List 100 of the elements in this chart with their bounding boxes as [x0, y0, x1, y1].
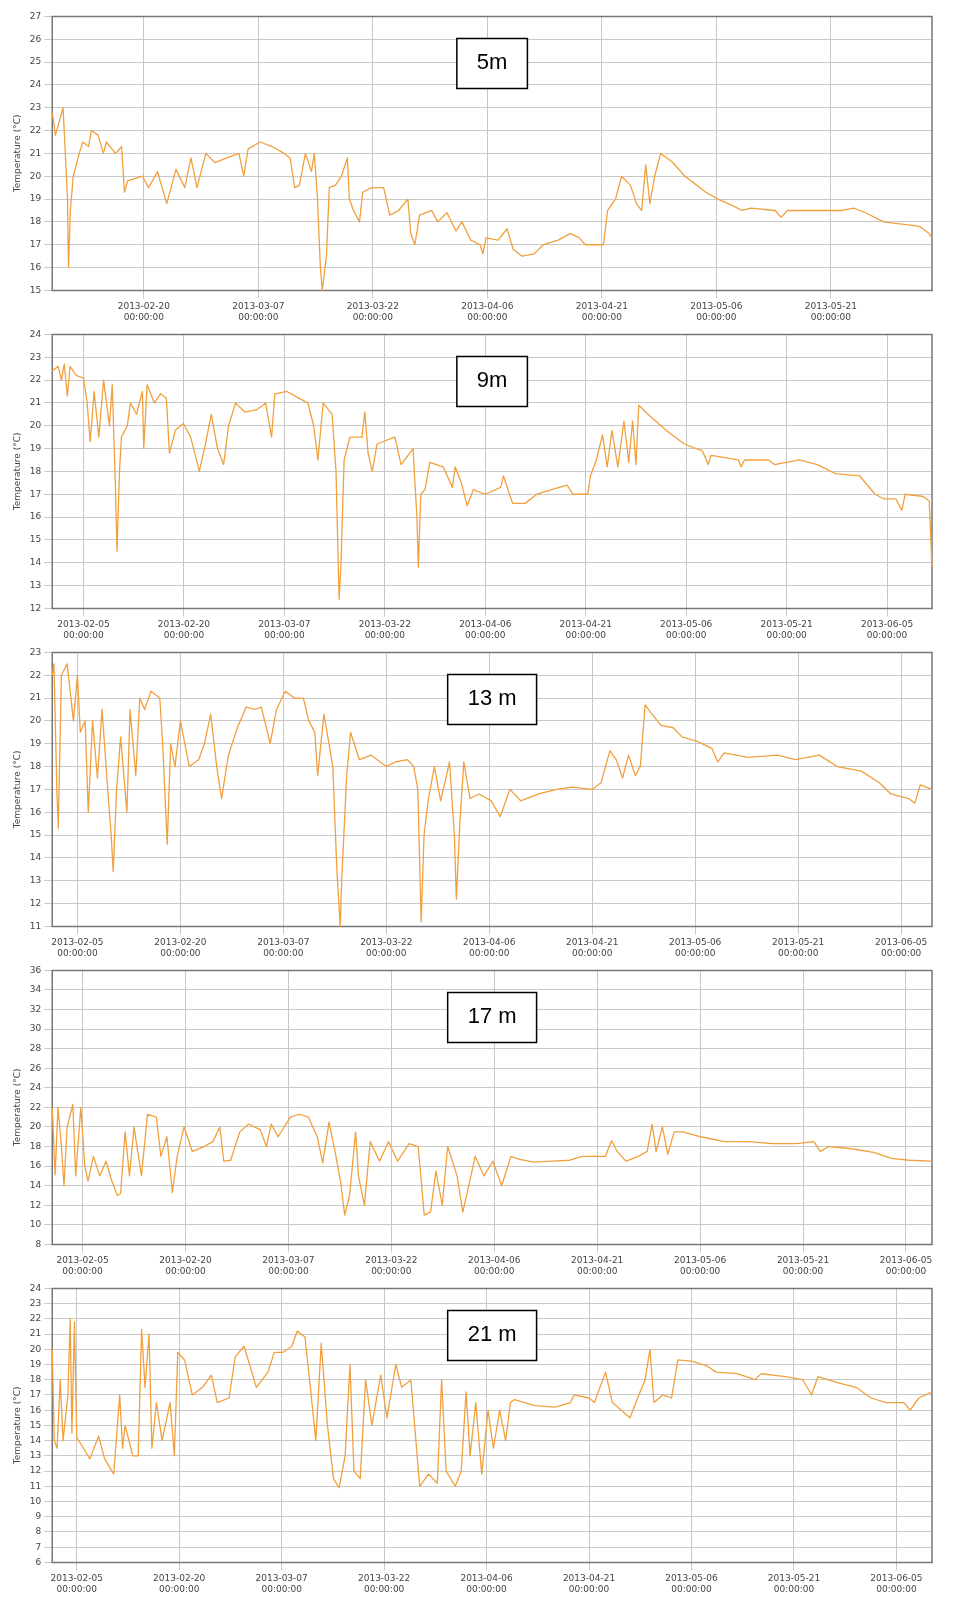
y-tick-label: 6: [35, 1556, 42, 1567]
x-tick-label: 2013-05-21 00:00:00: [767, 1573, 821, 1594]
y-tick-label: 24: [29, 79, 42, 90]
x-tick-label: 2013-02-20 00:00:00: [154, 937, 207, 958]
x-tick-label: 2013-02-20 00:00:00: [117, 301, 171, 322]
y-tick-label: 15: [29, 284, 42, 295]
y-tick-label: 17: [29, 239, 42, 250]
y-tick-label: 8: [35, 1238, 42, 1249]
y-tick-label: 12: [29, 897, 42, 908]
x-tick-label: 2013-04-21 00:00:00: [571, 1255, 624, 1276]
x-tick-label: 2013-04-06 00:00:00: [461, 301, 514, 322]
text: 13 m: [467, 685, 517, 711]
y-axis-title: Temperature (°C): [11, 1068, 22, 1148]
text: 21 m: [467, 1321, 517, 1347]
y-tick-label: 19: [29, 442, 42, 453]
y-tick-label: 18: [29, 216, 42, 227]
y-tick-label: 7: [35, 1541, 42, 1552]
y-tick-label: 32: [29, 1003, 42, 1014]
y-tick-label: 22: [29, 1101, 42, 1112]
y-tick-label: 24: [29, 1282, 42, 1293]
x-tick-label: 2013-04-21 00:00:00: [575, 301, 629, 322]
y-tick-label: 13: [29, 1450, 42, 1461]
y-tick-label: 30: [29, 1023, 42, 1034]
x-tick-label: 2013-02-05 00:00:00: [51, 937, 104, 958]
y-tick-label: 9: [35, 1511, 42, 1522]
x-tick-label: 2013-05-06 00:00:00: [673, 1255, 727, 1276]
text: 9m: [476, 367, 508, 393]
y-tick-label: 8: [35, 1526, 42, 1537]
x-tick-label: 2013-04-06 00:00:00: [459, 619, 512, 640]
y-tick-label: 22: [29, 374, 42, 385]
x-tick-label: 2013-04-21 00:00:00: [566, 937, 619, 958]
y-tick-label: 21: [29, 147, 42, 158]
x-tick-label: 2013-03-07 00:00:00: [258, 619, 311, 640]
y-tick-label: 16: [29, 806, 42, 817]
x-tick-label: 2013-03-22 00:00:00: [365, 1255, 418, 1276]
x-tick-label: 2013-05-06 00:00:00: [660, 619, 713, 640]
x-tick-label: 2013-02-05 00:00:00: [50, 1573, 103, 1594]
x-tick-label: 2013-02-05 00:00:00: [57, 619, 110, 640]
x-tick-label: 2013-05-06 00:00:00: [690, 301, 743, 322]
y-tick-label: 13: [29, 875, 42, 886]
y-tick-label: 24: [29, 328, 42, 339]
y-tick-label: 20: [29, 420, 42, 431]
y-tick-label: 16: [29, 1160, 42, 1171]
text: 17 m: [467, 1003, 517, 1029]
y-tick-label: 18: [29, 1140, 42, 1151]
y-tick-label: 12: [29, 602, 42, 613]
y-tick-label: 14: [29, 852, 42, 863]
y-tick-label: 19: [29, 193, 42, 204]
y-tick-label: 22: [29, 1313, 42, 1324]
y-tick-label: 20: [29, 170, 42, 181]
x-tick-label: 2013-03-07 00:00:00: [255, 1573, 308, 1594]
x-tick-label: 2013-04-21 00:00:00: [559, 619, 612, 640]
y-tick-label: 12: [29, 1465, 42, 1476]
y-tick-label: 16: [29, 261, 42, 272]
y-tick-label: 19: [29, 738, 42, 749]
y-tick-label: 23: [29, 646, 42, 657]
y-tick-label: 14: [29, 557, 42, 568]
x-tick-label: 2013-05-21 00:00:00: [776, 1255, 830, 1276]
y-axis-title: Temperature (°C): [11, 1386, 22, 1466]
y-tick-label: 18: [29, 1374, 42, 1385]
y-tick-label: 21: [29, 1328, 42, 1339]
x-tick-label: 2013-02-20 00:00:00: [153, 1573, 206, 1594]
y-tick-label: 19: [29, 1358, 42, 1369]
y-tick-label: 16: [29, 511, 42, 522]
y-tick-label: 17: [29, 783, 42, 794]
y-axis-title: Temperature (°C): [11, 750, 22, 830]
x-tick-label: 2013-06-05 00:00:00: [860, 619, 914, 640]
x-tick-label: 2013-02-20 00:00:00: [159, 1255, 212, 1276]
y-tick-label: 23: [29, 1297, 42, 1308]
y-tick-label: 22: [29, 124, 42, 135]
x-tick-label: 2013-05-21 00:00:00: [804, 301, 858, 322]
y-tick-label: 11: [29, 920, 42, 931]
y-tick-label: 16: [29, 1404, 42, 1415]
x-tick-label: 2013-04-06 00:00:00: [468, 1255, 521, 1276]
y-tick-label: 14: [29, 1180, 42, 1191]
y-tick-label: 17: [29, 1389, 42, 1400]
x-tick-label: 2013-03-22 00:00:00: [358, 619, 411, 640]
x-tick-label: 2013-03-22 00:00:00: [346, 301, 400, 322]
y-tick-label: 26: [29, 33, 42, 44]
x-tick-label: 2013-03-07 00:00:00: [262, 1255, 315, 1276]
y-tick-label: 15: [29, 829, 42, 840]
y-tick-label: 23: [29, 102, 42, 113]
x-tick-label: 2013-05-21 00:00:00: [760, 619, 813, 640]
y-tick-label: 28: [29, 1043, 42, 1054]
y-tick-label: 25: [29, 56, 42, 67]
y-tick-label: 10: [29, 1219, 42, 1230]
x-tick-label: 2013-04-21 00:00:00: [562, 1573, 616, 1594]
text: 5m: [476, 49, 508, 75]
y-tick-label: 23: [29, 351, 42, 362]
y-tick-label: 17: [29, 488, 42, 499]
x-tick-label: 2013-03-07 00:00:00: [232, 301, 285, 322]
x-tick-label: 2013-03-22 00:00:00: [357, 1573, 411, 1594]
x-tick-label: 2013-02-20 00:00:00: [157, 619, 211, 640]
y-axis-title: Temperature (°C): [11, 114, 22, 194]
x-tick-label: 2013-03-22 00:00:00: [360, 937, 413, 958]
x-tick-label: 2013-06-05 00:00:00: [874, 937, 928, 958]
y-tick-label: 24: [29, 1082, 42, 1093]
x-tick-label: 2013-03-07 00:00:00: [257, 937, 310, 958]
x-tick-label: 2013-05-06 00:00:00: [665, 1573, 718, 1594]
y-tick-label: 12: [29, 1199, 42, 1210]
